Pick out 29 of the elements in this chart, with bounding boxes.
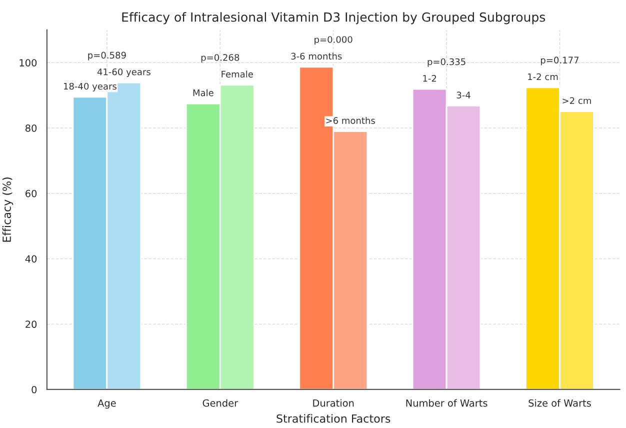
y-axis-title: Efficacy (%) [2, 178, 14, 242]
y-tick-label: 100 [20, 59, 37, 66]
data-label: 41-60 years [97, 68, 150, 78]
annotation: p=0.177 [540, 56, 579, 66]
y-tick-label: 0 [32, 386, 37, 394]
data-label: 18-40 years [64, 82, 116, 92]
annotation: p=0.335 [428, 58, 466, 67]
annotation: p=0.268 [201, 54, 240, 63]
y-tick-label: 20 [26, 320, 37, 328]
data-label: 3-4 [456, 92, 470, 98]
x-tick-label: Gender [202, 399, 238, 407]
chart-title: Efficacy of Intralesional Vitamin D3 Injection by Grouped Subgroups [122, 12, 546, 24]
y-tick-label: 60 [26, 190, 37, 198]
data-label: 1-2 [423, 74, 436, 82]
data-label: Male [193, 89, 214, 96]
x-axis-title: Stratification Factors [276, 414, 390, 423]
x-tick-label: Size of Warts [528, 399, 591, 407]
x-tick-label: Duration [313, 399, 354, 407]
data-label: Female [222, 70, 253, 78]
annotation: p=0.589 [88, 52, 126, 60]
x-tick-label: Number of Warts [406, 399, 488, 407]
data-label: >6 months [326, 116, 375, 124]
x-tick-label: Age [98, 400, 116, 409]
y-tick-label: 40 [25, 255, 37, 263]
annotation: p=0.000 [314, 36, 352, 45]
data-label: >2 cm [562, 97, 591, 104]
data-label: 1-2 cm [528, 73, 558, 80]
y-tick-label: 80 [26, 124, 37, 132]
data-label: 3-6 months [291, 52, 342, 60]
